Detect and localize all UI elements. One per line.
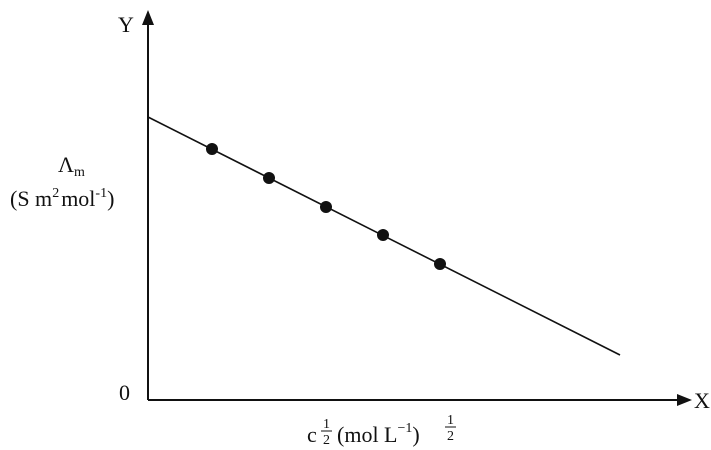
units: mol	[61, 186, 95, 211]
origin-label: 0	[119, 380, 130, 405]
x-units: (mol L−1)	[337, 421, 420, 447]
frac-den: 2	[447, 429, 454, 444]
y-units: (S m2mol-1)	[10, 186, 114, 211]
x-axis-label: X	[694, 388, 710, 413]
units-exp: -1	[95, 186, 107, 201]
frac-num: 1	[323, 417, 330, 432]
data-point	[377, 229, 389, 241]
y-title: Λm	[58, 152, 85, 180]
units: (mol L	[337, 422, 398, 447]
units: )	[107, 186, 114, 211]
frac-den: 2	[323, 433, 330, 448]
units-exp: 2	[52, 186, 59, 201]
x-symbol: c	[307, 422, 317, 447]
units-exp: −1	[398, 421, 413, 436]
y-axis-label: Y	[118, 12, 134, 37]
data-point	[263, 172, 275, 184]
y-arrow	[142, 10, 154, 25]
data-point	[320, 201, 332, 213]
symbol: Λ	[58, 152, 74, 177]
units: )	[412, 422, 419, 447]
units: (S m	[10, 186, 52, 211]
x-arrow	[677, 394, 692, 406]
data-point	[434, 258, 446, 270]
data-point	[206, 143, 218, 155]
subscript: m	[74, 165, 85, 180]
frac-num: 1	[447, 413, 454, 428]
